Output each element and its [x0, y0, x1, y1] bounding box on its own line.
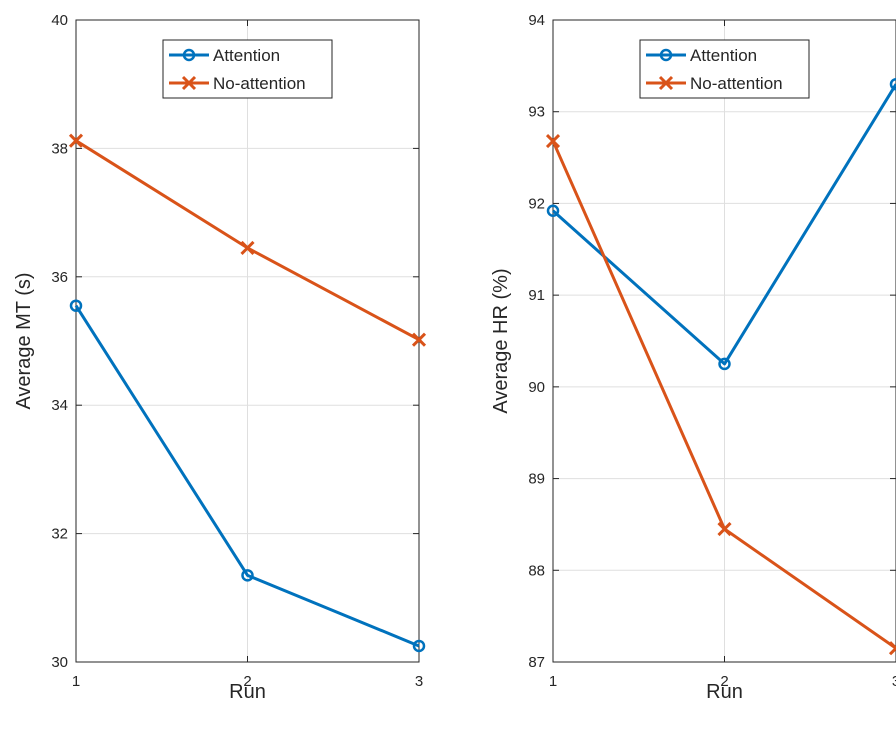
data-point-x-stroke	[888, 641, 896, 651]
legend-label: No-attention	[690, 74, 783, 93]
x-axis-label: Run	[706, 681, 743, 703]
data-point-x-stroke	[888, 646, 896, 656]
data-point-x-stroke	[411, 332, 427, 347]
legend-label: Attention	[690, 46, 757, 65]
data-point-x	[717, 521, 732, 537]
y-tick-label: 92	[528, 195, 545, 212]
data-point-x-stroke	[240, 240, 255, 255]
y-tick-label: 90	[528, 379, 545, 396]
data-point-circle	[69, 299, 83, 312]
data-point-x	[888, 641, 896, 656]
legend-marker-x	[181, 75, 197, 91]
series-line-1	[552, 83, 896, 366]
data-point-x-stroke	[717, 521, 732, 537]
x-tick-label: 2	[243, 673, 251, 690]
y-axis-label: Average HR (%)	[490, 268, 512, 413]
x-axis-label: Run	[229, 681, 266, 703]
data-point-x	[545, 134, 561, 149]
x-tick-label: 1	[72, 673, 80, 690]
data-point-circle	[718, 357, 731, 371]
legend: Attention No-attention	[639, 39, 810, 99]
data-point-circle	[412, 639, 426, 653]
data-point-circle	[241, 569, 254, 582]
y-tick-label: 89	[528, 471, 545, 488]
y-axis-label: Average MT (s)	[13, 272, 35, 409]
y-tick-label: 88	[528, 562, 545, 579]
data-point-x-stroke	[68, 133, 84, 148]
legend-label: No-attention	[213, 74, 306, 93]
data-point-circle	[546, 204, 560, 218]
y-tick-label: 30	[51, 654, 68, 671]
series-line-1	[74, 304, 420, 648]
legend-marker-x	[658, 75, 674, 91]
legend-label: Attention	[213, 46, 280, 65]
legend-marker-circle	[182, 48, 196, 62]
x-tick-label: 3	[415, 673, 423, 690]
y-tick-label: 94	[528, 12, 545, 29]
data-point-x	[68, 133, 84, 148]
chart-panel-2: 1 2 3 87 88 89 90 91 92 93 94 Run Average HR (%) Atte…	[490, 12, 896, 703]
x-tick-label: 3	[892, 673, 896, 690]
y-tick-label: 32	[51, 526, 68, 543]
x-tick-label: 1	[549, 673, 557, 690]
data-point-x	[411, 332, 427, 347]
y-tick-label: 40	[51, 12, 68, 29]
x-tick-label: 2	[720, 673, 728, 690]
y-tick-label: 36	[51, 269, 68, 286]
y-tick-label: 87	[528, 654, 545, 671]
y-tick-label: 34	[51, 397, 68, 414]
chart-panel-1: 1 2 3 30 32 34 36 38 40 Run Average MT (s) Attentio…	[13, 12, 427, 703]
y-tick-label: 93	[528, 104, 545, 121]
legend-marker-circle	[659, 48, 673, 62]
y-tick-label: 38	[51, 140, 68, 157]
legend: Attention No-attention	[162, 39, 333, 99]
data-point-x-stroke	[545, 134, 561, 149]
y-tick-label: 91	[528, 287, 545, 304]
data-point-x	[240, 240, 255, 255]
data-point-circle	[889, 77, 896, 91]
